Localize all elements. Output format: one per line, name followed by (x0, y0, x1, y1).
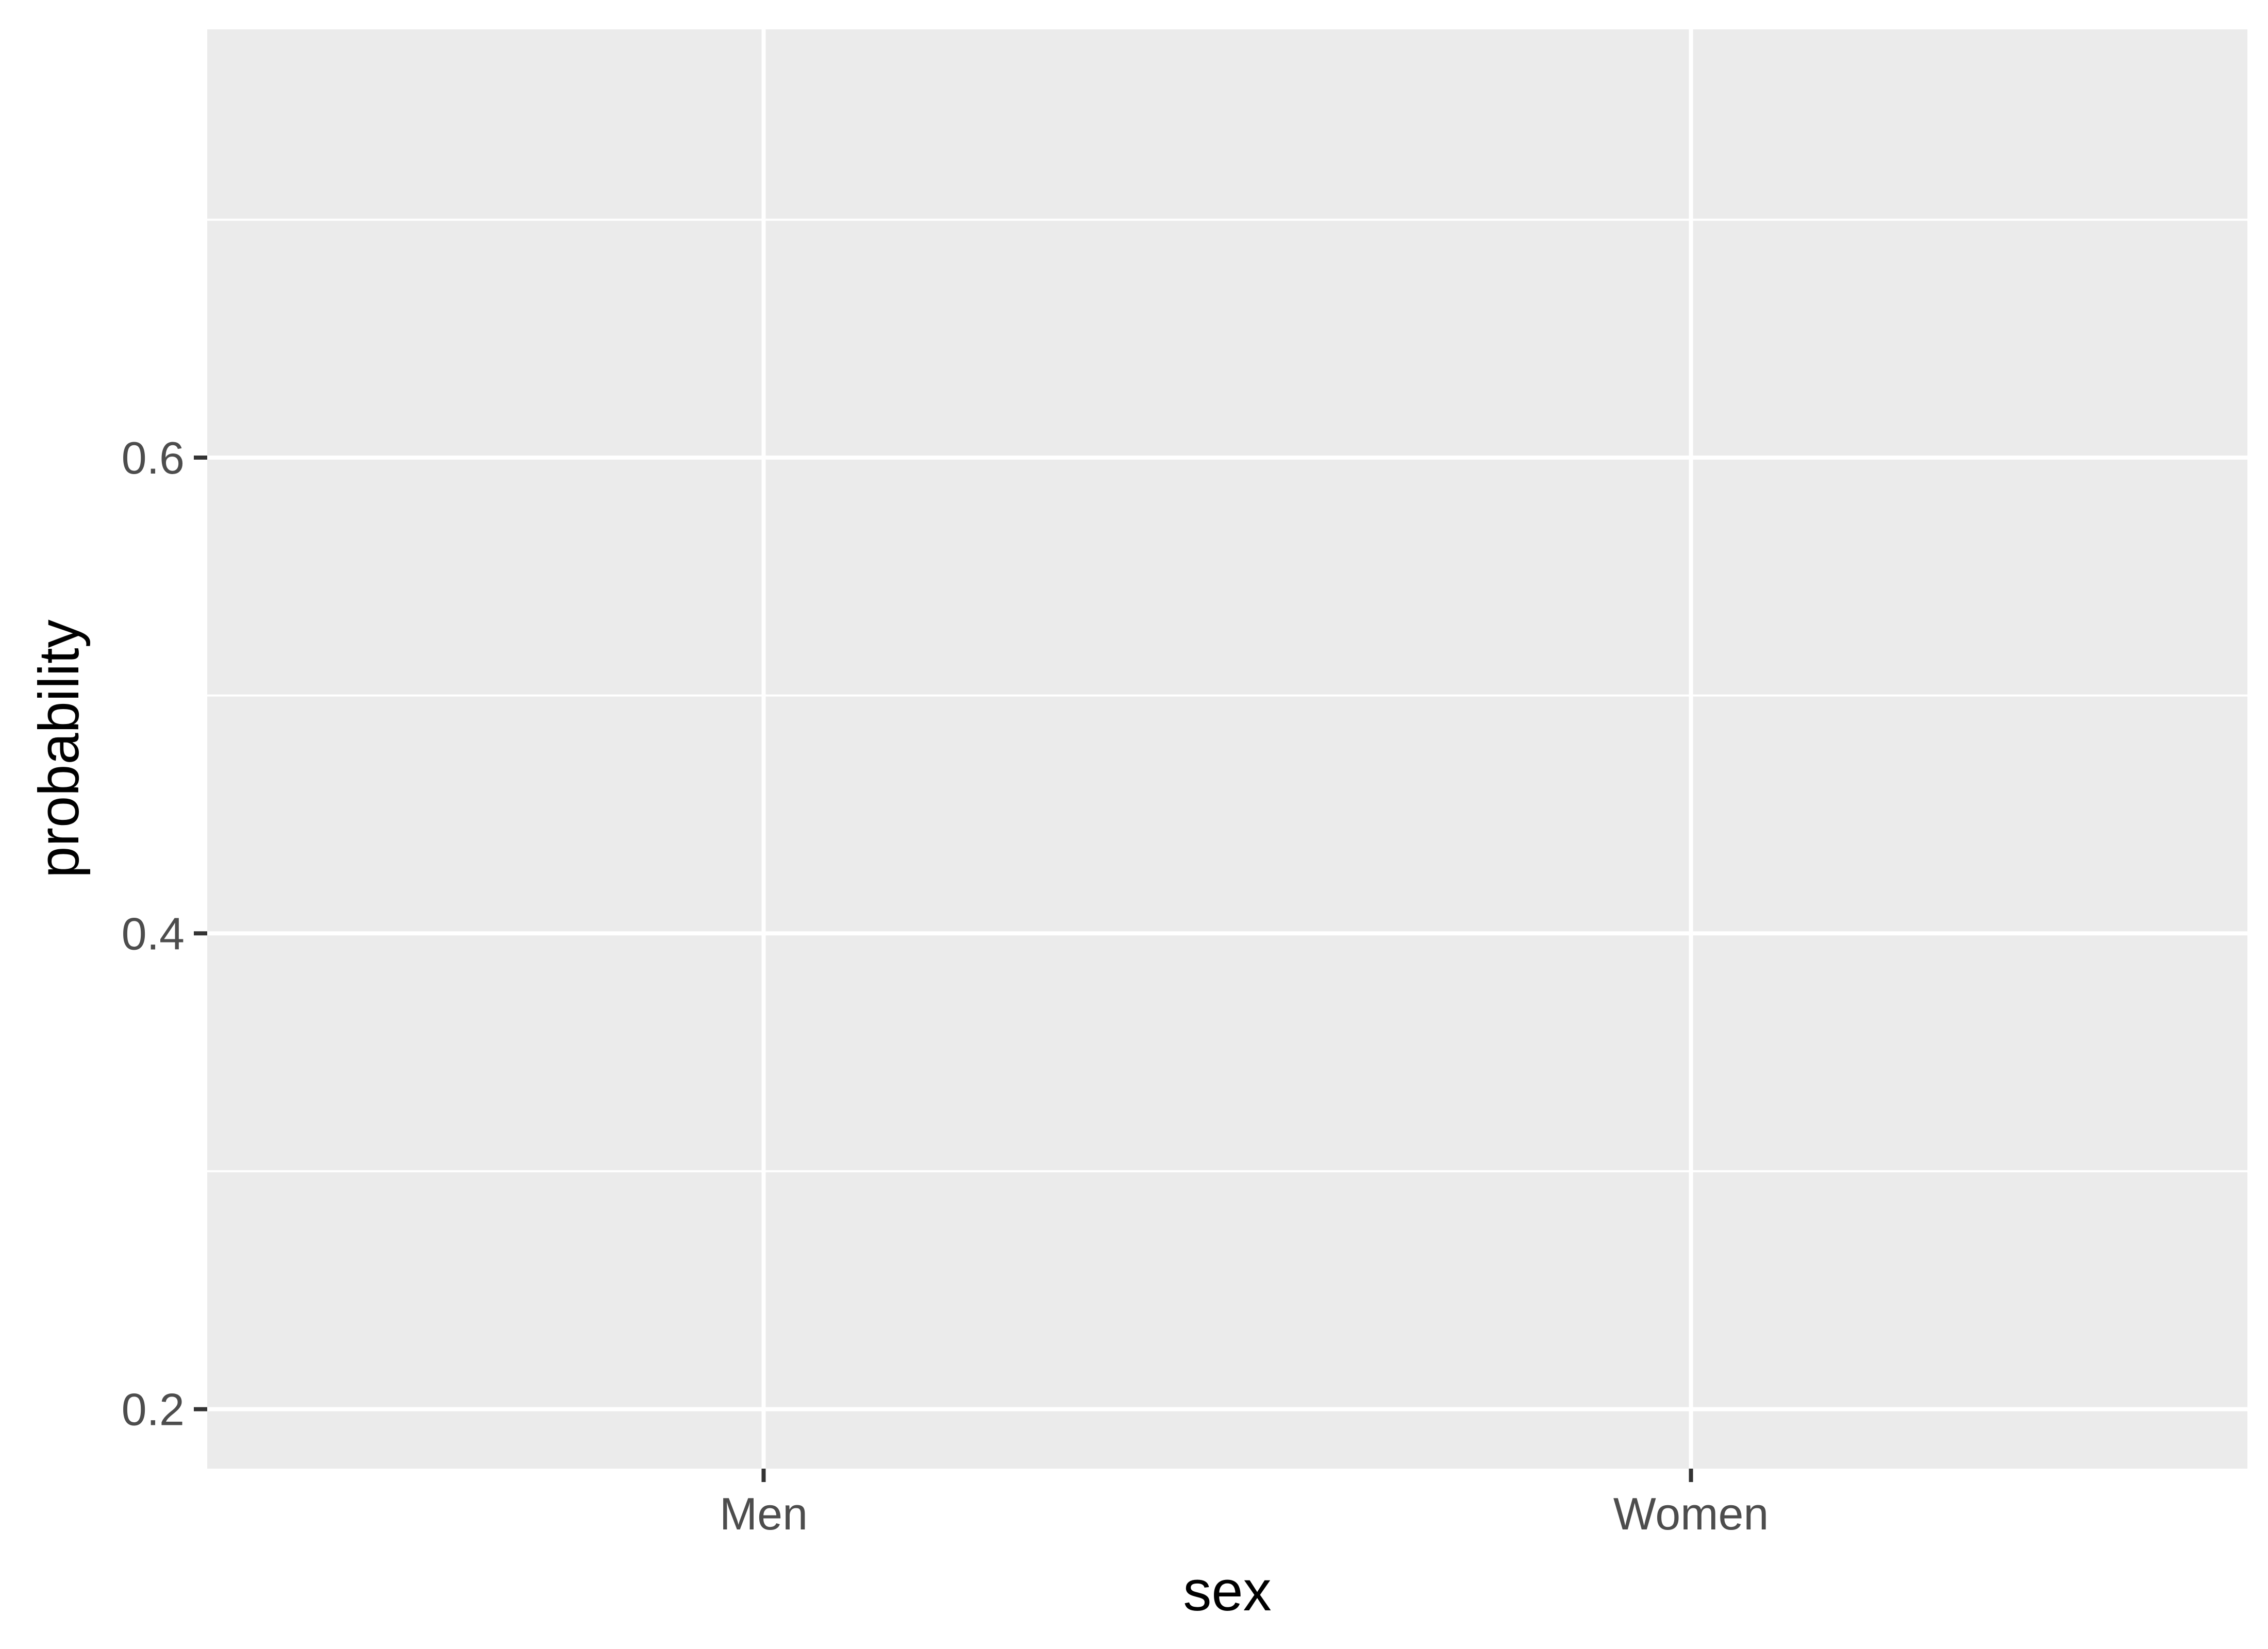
major-grid (207, 29, 2247, 1469)
y-tick-label: 0.4 (122, 908, 185, 959)
x-tick-label: Women (1613, 1488, 1769, 1539)
minor-grid (207, 218, 2247, 1172)
y-axis: 0.2 0.4 0.6 (122, 432, 207, 1435)
y-tick-label: 0.2 (122, 1384, 185, 1435)
x-tick-label: Men (720, 1488, 808, 1539)
x-axis-title: sex (1183, 1559, 1271, 1623)
x-axis: Men Women (720, 1469, 1769, 1539)
plot-panel (207, 29, 2247, 1469)
y-axis-title: probability (27, 619, 91, 878)
y-tick-label: 0.6 (122, 432, 185, 483)
